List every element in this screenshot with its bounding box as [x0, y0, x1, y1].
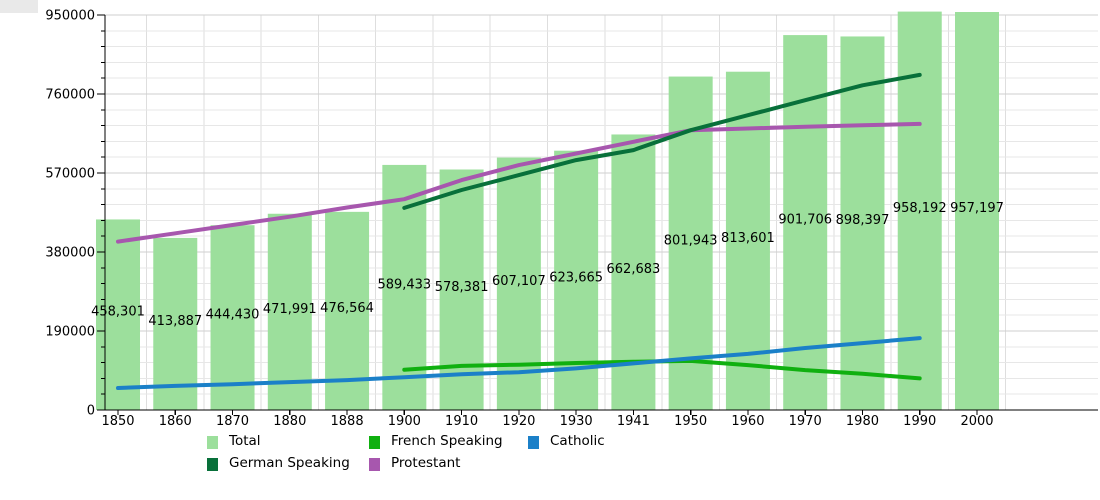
legend-item-protestant: Protestant [369, 457, 528, 471]
line-protestant [116, 121, 922, 244]
legend-swatch-catholic [528, 435, 539, 449]
bar-1880 [267, 213, 312, 410]
screen-corner-artifact [0, 0, 38, 13]
legend-swatch-german-speaking [207, 457, 218, 471]
bar-value-label: 623,665 [549, 270, 603, 285]
bar-value-label: 578,381 [435, 280, 489, 295]
x-tick-label: 1941 [617, 414, 650, 429]
bar-value-label: 607,107 [492, 274, 546, 289]
bar-value-label: 901,706 [778, 213, 832, 228]
bar-1920 [496, 157, 541, 410]
bar-value-label: 801,943 [664, 233, 718, 248]
x-tick-label: 1920 [502, 414, 535, 429]
legend-swatch-french-speaking [369, 435, 380, 449]
legend-item-catholic: Catholic [528, 435, 605, 449]
legend-label: Protestant [391, 455, 461, 472]
bar-value-label: 476,564 [320, 301, 374, 316]
y-tick-label: 380000 [45, 246, 95, 261]
x-tick-label: 1970 [789, 414, 822, 429]
x-tick-label: 1990 [903, 414, 936, 429]
bar-1910 [439, 169, 484, 410]
y-tick-label: 0 [87, 404, 95, 419]
line-catholic [116, 336, 922, 390]
legend-label: Catholic [550, 433, 605, 450]
bar-value-label: 813,601 [721, 231, 775, 246]
x-tick-label: 1870 [216, 414, 249, 429]
bar-2000 [955, 12, 999, 410]
bar-value-label: 662,683 [607, 262, 661, 277]
x-tick-label: 1888 [331, 414, 364, 429]
y-tick-label: 950000 [45, 9, 95, 24]
x-tick-label: 1960 [731, 414, 764, 429]
legend-item-french-speaking: French Speaking [369, 435, 528, 449]
legend-swatch-protestant [369, 457, 380, 471]
bar-1888 [325, 211, 370, 410]
bar-value-label: 444,430 [206, 308, 260, 323]
legend-swatch-total [207, 435, 218, 449]
y-tick-label: 190000 [45, 325, 95, 340]
x-tick-label: 2000 [960, 414, 993, 429]
bar-value-label: 958,192 [893, 201, 947, 216]
x-tick-label: 1860 [159, 414, 192, 429]
bar-value-label: 413,887 [148, 314, 202, 329]
line-german-speaking [402, 72, 922, 210]
x-tick-label: 1930 [560, 414, 593, 429]
y-tick-label: 570000 [45, 167, 95, 182]
bar-1980 [840, 36, 885, 410]
bar-1870 [210, 225, 255, 410]
legend-label: Total [229, 433, 261, 450]
x-tick-label: 1900 [388, 414, 421, 429]
chart-legend: Total German Speaking French Speaking Prote… [207, 431, 605, 475]
bar-1860 [153, 237, 198, 410]
x-tick-label: 1850 [101, 414, 134, 429]
bar-value-label: 957,197 [950, 201, 1004, 216]
y-tick-label: 760000 [45, 88, 95, 103]
bar-value-label: 458,301 [91, 305, 145, 320]
legend-item-total: Total [207, 435, 369, 449]
bar-value-label: 471,991 [263, 302, 317, 317]
x-tick-label: 1980 [846, 414, 879, 429]
x-tick-label: 1910 [445, 414, 478, 429]
bar-value-label: 898,397 [836, 213, 890, 228]
legend-item-german-speaking: German Speaking [207, 457, 369, 471]
bar-value-label: 589,433 [377, 277, 431, 292]
legend-label: German Speaking [229, 455, 350, 472]
x-tick-label: 1950 [674, 414, 707, 429]
x-tick-label: 1880 [273, 414, 306, 429]
legend-label: French Speaking [391, 433, 503, 450]
